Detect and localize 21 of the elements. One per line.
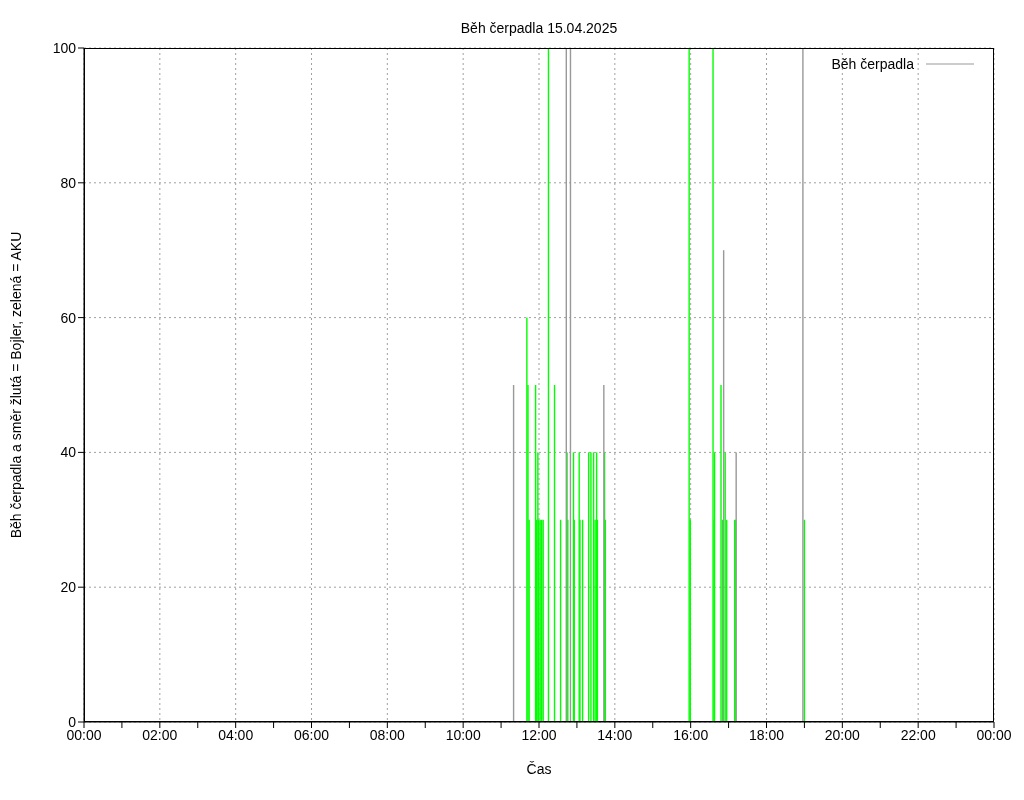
y-tick-label: 40 xyxy=(60,444,77,461)
x-tick-label: 22:00 xyxy=(900,726,936,743)
x-tick-label: 12:00 xyxy=(521,726,557,743)
x-tick-label: 14:00 xyxy=(597,726,633,743)
x-tick-label: 18:00 xyxy=(748,726,785,743)
y-tick-label: 80 xyxy=(60,174,77,191)
chart-title: Běh čerpadla 15.04.2025 xyxy=(459,20,619,36)
x-tick-label: 00:00 xyxy=(976,726,1012,743)
y-tick-label: 20 xyxy=(60,579,77,596)
x-tick-label: 06:00 xyxy=(293,726,330,743)
y-axis-title: Běh čerpadla a směr žlutá = Bojler, zelená = AKU xyxy=(7,231,24,539)
x-tick-label: 04:00 xyxy=(218,726,254,743)
x-tick-label: 20:00 xyxy=(824,726,861,743)
x-axis-title: Čas xyxy=(526,761,552,777)
legend-label: Běh čerpadla xyxy=(831,56,914,72)
y-tick-label: 60 xyxy=(60,309,77,326)
y-tick-label: 100 xyxy=(52,39,77,56)
x-tick-label: 08:00 xyxy=(369,726,406,743)
x-tick-label: 10:00 xyxy=(445,726,481,743)
x-tick-label: 02:00 xyxy=(142,726,178,743)
x-tick-label: 16:00 xyxy=(673,726,709,743)
